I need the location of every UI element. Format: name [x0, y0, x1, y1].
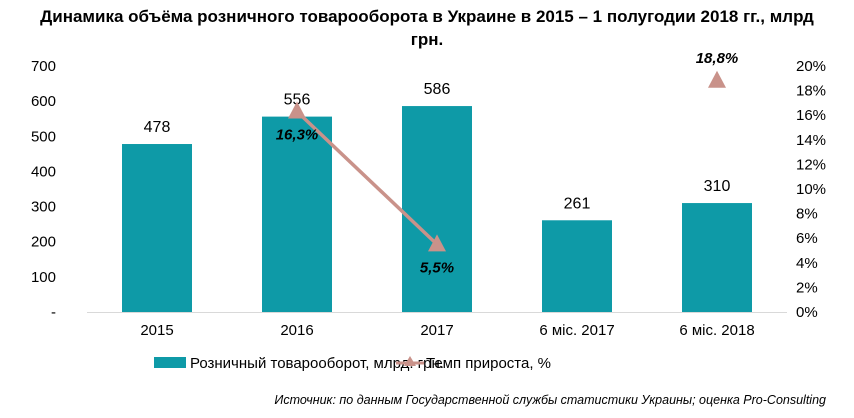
right-axis-tick: 16%: [796, 107, 826, 124]
bar: [122, 144, 192, 312]
left-axis-tick: 200: [31, 234, 56, 251]
bar-value-label: 586: [424, 81, 451, 98]
left-axis-tick: 600: [31, 93, 56, 110]
left-axis-tick: -: [51, 304, 56, 321]
left-axis-tick: 300: [31, 199, 56, 216]
right-axis-tick: 6%: [796, 230, 818, 247]
bar-value-label: 478: [144, 119, 171, 136]
growth-value-label: 5,5%: [420, 259, 454, 276]
growth-line-segment: [295, 110, 439, 246]
right-axis-tick: 18%: [796, 83, 826, 100]
legend-triangle-marker: [404, 356, 416, 366]
left-axis-tick: 100: [31, 269, 56, 286]
right-axis-tick: 12%: [796, 156, 826, 173]
left-axis-tick: 700: [31, 58, 56, 75]
x-axis-tick: 6 міс. 2017: [539, 322, 614, 339]
legend-bar-swatch: [154, 357, 186, 368]
x-axis-tick: 6 міс. 2018: [679, 322, 754, 339]
right-axis-tick: 20%: [796, 58, 826, 75]
bar: [402, 106, 472, 312]
x-axis-tick: 2017: [420, 322, 453, 339]
growth-point-marker: [288, 101, 306, 119]
legend-line-label: Темп прироста, %: [426, 355, 551, 372]
bar: [542, 220, 612, 312]
chart-title-line1: Динамика объёма розничного товарооборота…: [40, 7, 814, 26]
left-axis-tick: 500: [31, 128, 56, 145]
right-axis-tick: 14%: [796, 132, 826, 149]
right-axis-tick: 10%: [796, 181, 826, 198]
bar-value-label: 310: [704, 178, 731, 195]
legend-bar-label: Розничный товарооборот, млрд. грн.: [190, 355, 444, 372]
bar-value-label: 556: [284, 92, 311, 109]
right-axis-tick: 2%: [796, 279, 818, 296]
growth-point-marker: [708, 70, 726, 88]
bar-value-label: 261: [564, 195, 591, 212]
right-axis-tick: 8%: [796, 206, 818, 223]
right-axis-tick: 0%: [796, 304, 818, 321]
source-note: Источник: по данным Государственной служ…: [274, 393, 826, 407]
chart-title-line2: грн.: [411, 30, 443, 49]
x-axis-tick: 2016: [280, 322, 313, 339]
growth-point-marker: [428, 234, 446, 252]
growth-value-label: 16,3%: [276, 127, 319, 144]
left-axis-tick: 400: [31, 163, 56, 180]
right-axis-tick: 4%: [796, 255, 818, 272]
growth-value-label: 18,8%: [696, 50, 739, 67]
x-axis-tick: 2015: [140, 322, 173, 339]
bar: [262, 116, 332, 312]
bar: [682, 203, 752, 312]
